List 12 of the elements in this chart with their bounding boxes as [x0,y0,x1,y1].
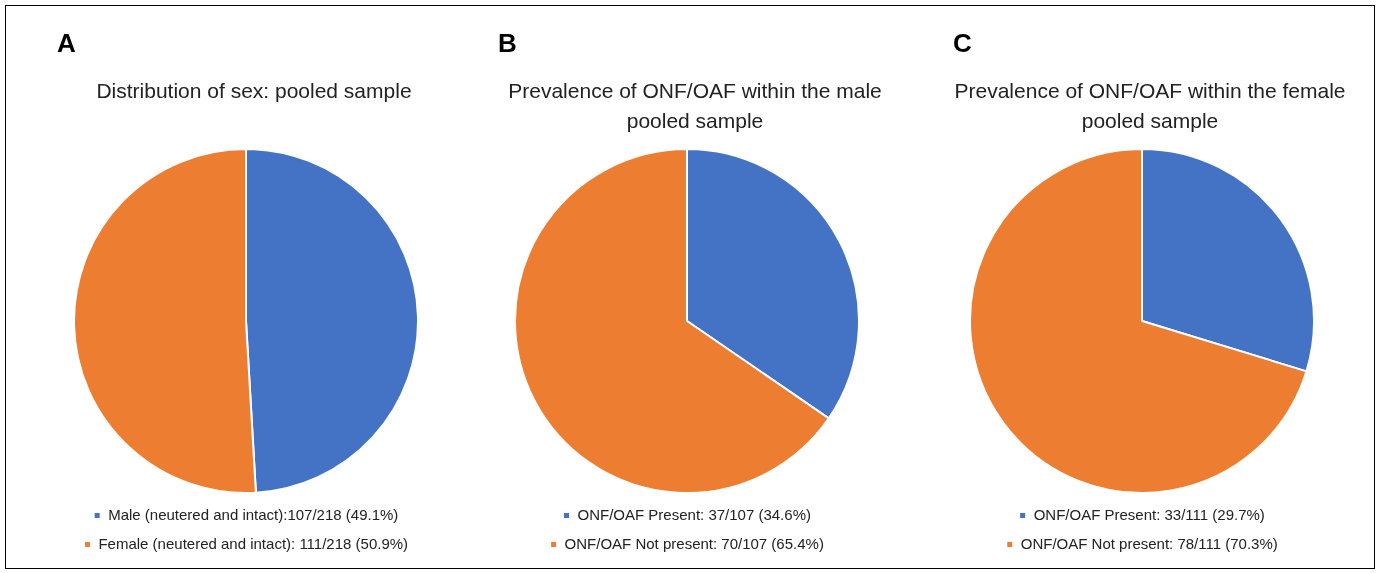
chart-title: Prevalence of ONF/OAF within the female pooled sample [953,78,1347,134]
legend-label: Male (neutered and intact):107/218 (49.1%) [108,505,399,523]
legend-label: ONF/OAF Not present: 70/107 (65.4%) [564,534,824,552]
legend-label: Female (neutered and intact): 111/218 (50.9%) [98,534,409,552]
legend-label: ONF/OAF Present: 37/107 (34.6%) [577,505,811,523]
legend-label: ONF/OAF Present: 33/111 (29.7%) [1033,505,1265,523]
chart-title: Prevalence of ONF/OAF within the male pooled sample [507,78,883,134]
text: C [953,28,972,59]
text: B [498,28,517,59]
text: A [57,28,76,59]
chart-title: Distribution of sex: pooled sample [95,78,413,104]
legend-label: ONF/OAF Not present: 78/111 (70.3%) [1020,534,1278,552]
